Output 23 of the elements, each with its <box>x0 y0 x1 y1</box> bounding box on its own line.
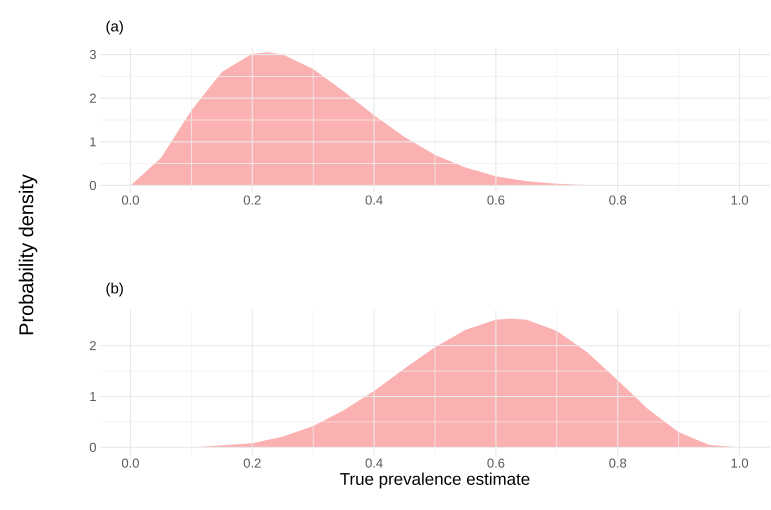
x-tick-label: 0.0 <box>122 196 139 205</box>
y-tick-label: 1 <box>90 137 96 146</box>
y-axis-title: Probability density <box>18 174 38 334</box>
y-tick-label: 2 <box>90 341 96 350</box>
chart-title: (b) <box>106 282 123 296</box>
x-tick-label: 0.6 <box>487 458 504 468</box>
y-tick-label: 0 <box>90 180 96 190</box>
y-tick-label: 1 <box>90 392 96 401</box>
x-tick-label: 0.4 <box>366 458 383 468</box>
x-tick-label: 0.8 <box>609 196 626 205</box>
x-axis-title: True prevalence estimate <box>340 472 530 488</box>
x-tick-label: 0.8 <box>609 458 626 468</box>
x-tick-label: 0.2 <box>244 458 261 468</box>
y-tick-label: 2 <box>90 94 96 103</box>
y-tick-label: 0 <box>90 442 96 452</box>
x-tick-label: 0.4 <box>366 196 383 205</box>
x-tick-label: 1.0 <box>732 196 748 205</box>
x-tick-label: 0.0 <box>122 458 139 468</box>
x-tick-label: 0.2 <box>244 196 261 205</box>
x-tick-label: 1.0 <box>732 458 748 468</box>
y-tick-label: 3 <box>90 50 96 60</box>
x-tick-label: 0.6 <box>487 196 504 205</box>
chart-title: (a) <box>106 20 123 34</box>
